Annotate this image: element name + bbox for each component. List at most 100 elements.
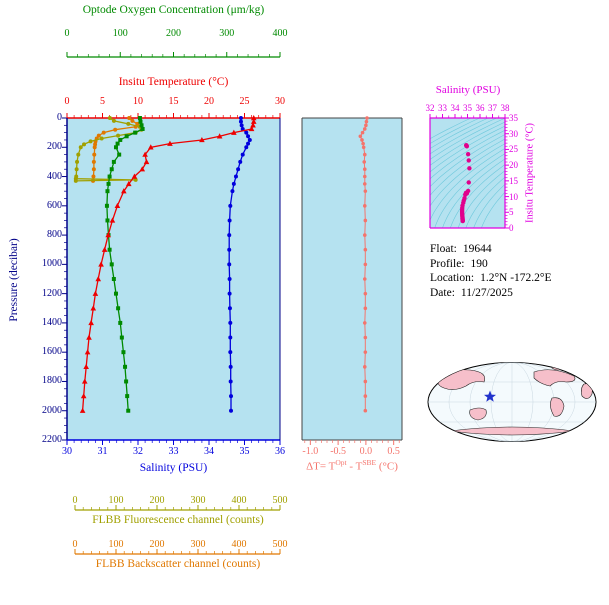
tick-label: 100: [112, 28, 128, 39]
tick-label: 400: [231, 495, 247, 506]
temperature-axis-title: Insitu Temperature (°C): [118, 76, 229, 88]
tick-label: 0: [72, 495, 78, 506]
temperature-profile-line: [81, 118, 255, 411]
tick-label: 20: [509, 160, 518, 171]
profile-label: Profile:: [430, 257, 465, 270]
delta-t-title-mid: - T: [346, 460, 363, 473]
tick-label: 400: [231, 539, 247, 550]
float-id-row: Float: 19644: [430, 242, 552, 257]
float-info-block: Float: 19644 Profile: 190 Location: 1.2°N -…: [430, 242, 552, 300]
tick-label: 35: [239, 446, 250, 457]
density-contours: [430, 118, 505, 228]
tick-label: 500: [272, 495, 288, 506]
fluorescence-axis-title: FLBB Fluorescence channel (counts): [92, 514, 264, 526]
tick-label: 10: [133, 96, 143, 107]
tick-label: 2000: [42, 404, 62, 416]
delta-t-title-sup-sbe: SBE: [362, 458, 377, 467]
tick-label: 30: [62, 446, 72, 457]
tick-label: 20: [204, 96, 214, 107]
tick-label: 32: [425, 103, 435, 113]
tick-label: 25: [509, 144, 518, 155]
tick-label: 200: [149, 539, 165, 550]
date-label: Date:: [430, 286, 455, 299]
salinity-profile-markers: [227, 116, 252, 413]
tick-label: 5: [509, 207, 514, 218]
map-australia: [469, 407, 487, 421]
tick-label: 300: [190, 539, 206, 550]
tick-label: 35: [509, 113, 518, 123]
tick-label: 0.5: [387, 446, 400, 457]
tick-label: 0: [64, 96, 70, 107]
tick-label: 35: [463, 103, 472, 113]
float-location-star: [484, 390, 496, 402]
tick-label: 10: [509, 191, 518, 202]
tick-label: 1800: [42, 375, 62, 387]
tick-label: 500: [272, 539, 288, 550]
tick-label: -0.5: [330, 446, 347, 457]
tick-label: 33: [438, 103, 447, 113]
tick-label: 38: [500, 103, 510, 113]
tick-label: 400: [272, 28, 288, 39]
tick-label: 0: [72, 539, 78, 550]
profile-value: 190: [470, 257, 488, 270]
ts-salinity-axis-title: Salinity (PSU): [435, 84, 501, 96]
tick-label: 15: [509, 175, 518, 186]
tick-label: 800: [47, 229, 62, 241]
date-row: Date: 11/27/2025: [430, 286, 552, 301]
tick-label: 1600: [42, 346, 62, 358]
tick-label: 34: [450, 103, 460, 113]
delta-t-markers: [358, 116, 369, 413]
tick-label: 25: [239, 96, 250, 107]
map-greenland: [551, 363, 565, 371]
delta-plot-area: [302, 118, 402, 440]
date-value: 11/27/2025: [460, 286, 513, 299]
tick-label: 100: [108, 539, 124, 550]
map-north-america: [533, 369, 576, 387]
tick-label: 31: [97, 446, 108, 457]
profile-row: Profile: 190: [430, 257, 552, 272]
tick-label: 600: [47, 199, 62, 211]
tick-label: 37: [488, 103, 497, 113]
ts-temperature-axis-title: Insitu Temperature (°C): [524, 122, 536, 224]
map-south-america: [550, 397, 565, 417]
tick-label: 1000: [42, 258, 62, 270]
tick-label: 200: [47, 141, 62, 153]
location-row: Location: 1.2°N -172.2°E: [430, 271, 552, 286]
tick-label: 0: [64, 28, 70, 39]
tick-label: 33: [168, 446, 179, 457]
location-label: Location:: [430, 272, 475, 284]
tick-label: 0: [509, 223, 514, 233]
backscatter-axis-title: FLBB Backscatter channel (counts): [95, 558, 261, 570]
map-africa: [581, 383, 593, 399]
main-plot-area: [67, 118, 280, 440]
tick-label: 30: [509, 128, 518, 139]
tick-label: 34: [204, 446, 214, 457]
tick-label: 100: [108, 495, 124, 506]
tick-label: 300: [190, 495, 206, 506]
float-id-value: 19644: [462, 243, 492, 255]
salinity-axis-title: Salinity (PSU): [139, 462, 208, 474]
tick-label: 0: [57, 112, 62, 123]
tick-label: 200: [149, 495, 165, 506]
tick-label: 15: [168, 96, 179, 107]
float-id-label: Float:: [430, 243, 457, 255]
tick-label: -1.0: [302, 446, 319, 457]
world-map: [427, 362, 597, 442]
delta-t-title-prefix: ΔT= T: [306, 460, 336, 473]
tick-label: 32: [133, 446, 143, 457]
delta-t-title-suffix: (°C): [376, 460, 398, 473]
tick-label: 200: [166, 28, 181, 39]
tick-label: 0.0: [359, 446, 373, 457]
tick-label: 5: [100, 96, 105, 107]
tick-label: 36: [275, 446, 285, 457]
tick-label: 2200: [42, 434, 62, 445]
temperature-profile-markers: [79, 115, 257, 413]
tick-label: 30: [275, 96, 285, 107]
tick-label: 36: [475, 103, 485, 113]
oxygen-profile-markers: [104, 116, 145, 413]
tick-label: 1400: [42, 316, 62, 328]
oxygen-axis-title: Optode Oxygen Concentration (μm/kg): [82, 4, 265, 16]
backscatter-profile-markers: [91, 116, 140, 183]
